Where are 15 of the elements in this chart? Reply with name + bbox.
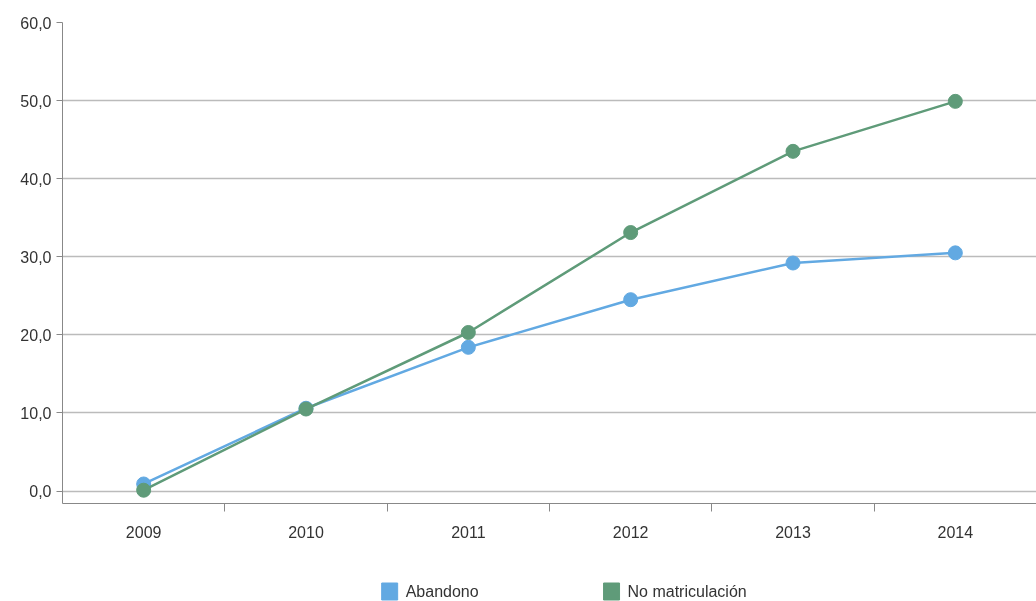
- legend-label: No matriculación: [627, 583, 747, 600]
- x-tick-label: 2009: [125, 523, 162, 541]
- y-tick-label: 10,0: [20, 404, 52, 422]
- y-tick-label: 30,0: [20, 248, 52, 266]
- y-tick-label: 20,0: [20, 326, 52, 344]
- x-tick-label: 2014: [937, 523, 974, 541]
- x-tick-label: 2010: [288, 523, 324, 541]
- x-tick-label: 2011: [451, 523, 486, 541]
- y-tick-label: 40,0: [20, 170, 52, 188]
- legend-label: Abandono: [405, 583, 479, 600]
- y-tick-label: 50,0: [20, 92, 52, 110]
- y-tick-label: 60,0: [20, 14, 52, 32]
- y-tick-label: 0,0: [29, 483, 52, 501]
- x-tick-label: 2012: [612, 523, 649, 541]
- x-tick-label: 2013: [775, 523, 811, 541]
